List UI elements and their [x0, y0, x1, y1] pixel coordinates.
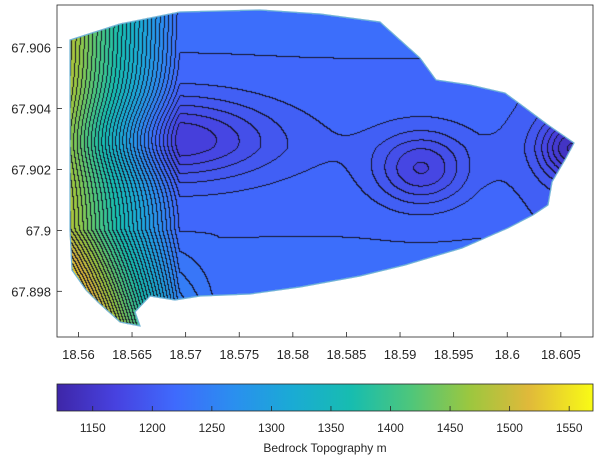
y-tick-label: 67.9	[26, 223, 51, 238]
colorbar-ticks: 1150 1200 1250 1300 1350 1400 1450 1500 1550	[80, 406, 583, 435]
x-axis: 18.56 18.565 18.57 18.575 18.58 18.585 18.59 18…	[62, 332, 581, 362]
colorbar-tick-label: 1250	[198, 421, 225, 435]
contour-fill	[57, 5, 593, 337]
colorbar-tick-label: 1500	[496, 421, 523, 435]
x-tick-label: 18.57	[169, 347, 202, 362]
x-tick-label: 18.56	[62, 347, 95, 362]
lake-outline	[69, 9, 575, 327]
x-tick-label: 18.585	[327, 347, 367, 362]
x-tick-label: 18.595	[434, 347, 474, 362]
colorbar-tick-label: 1450	[437, 421, 464, 435]
x-tick-label: 18.565	[112, 347, 152, 362]
y-tick-label: 67.898	[11, 284, 51, 299]
colorbar-tick-label: 1150	[80, 421, 106, 435]
y-tick-label: 67.906	[11, 41, 51, 56]
colorbar-tick-label: 1350	[318, 421, 345, 435]
y-tick-label: 67.902	[11, 162, 51, 177]
colorbar-gradient	[56, 383, 594, 412]
colorbar: 1150 1200 1250 1300 1350 1400 1450 1500 1550 Bed…	[56, 383, 594, 455]
y-tick-label: 67.904	[11, 102, 51, 117]
contour-layer	[57, 5, 593, 337]
colorbar-tick-label: 1200	[139, 421, 166, 435]
plot-area	[56, 4, 594, 338]
colorbar-tick-label: 1550	[556, 421, 583, 435]
y-axis: 67.906 67.904 67.902 67.9 67.898	[11, 41, 62, 299]
x-tick-label: 18.58	[277, 347, 310, 362]
x-tick-label: 18.605	[541, 347, 581, 362]
colorbar-label: Bedrock Topography m	[263, 441, 386, 455]
colorbar-tick-label: 1400	[377, 421, 404, 435]
x-tick-label: 18.6	[495, 347, 520, 362]
x-tick-label: 18.575	[219, 347, 259, 362]
x-tick-label: 18.59	[384, 347, 417, 362]
colorbar-tick-label: 1300	[258, 421, 285, 435]
